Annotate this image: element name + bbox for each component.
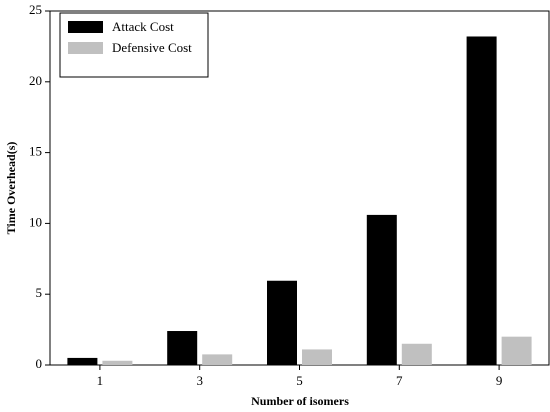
- x-tick-label: 9: [496, 373, 503, 388]
- y-tick-label: 20: [29, 73, 42, 88]
- bar: [466, 36, 497, 365]
- y-tick-label: 15: [29, 144, 42, 159]
- y-axis-title: Time Overhead(s): [4, 142, 18, 235]
- bar: [102, 360, 133, 365]
- x-tick-label: 3: [196, 373, 203, 388]
- legend-swatch: [68, 42, 103, 54]
- bar: [302, 349, 332, 365]
- legend-label: Attack Cost: [112, 19, 174, 34]
- legend-swatch: [68, 21, 103, 33]
- x-tick-label: 1: [97, 373, 104, 388]
- y-tick-label: 5: [36, 285, 43, 300]
- x-axis-title: Number of isomers: [251, 394, 349, 408]
- x-tick-label: 5: [296, 373, 303, 388]
- legend-label: Defensive Cost: [112, 40, 192, 55]
- y-tick-label: 10: [29, 214, 42, 229]
- y-tick-label: 0: [36, 356, 43, 371]
- y-tick-label: 25: [29, 2, 42, 17]
- x-tick-label: 7: [396, 373, 403, 388]
- bar: [267, 280, 297, 365]
- bar: [202, 354, 233, 365]
- bar: [366, 214, 397, 365]
- bar: [401, 343, 432, 365]
- bar: [167, 331, 198, 365]
- bar: [67, 357, 98, 365]
- bar: [501, 336, 532, 365]
